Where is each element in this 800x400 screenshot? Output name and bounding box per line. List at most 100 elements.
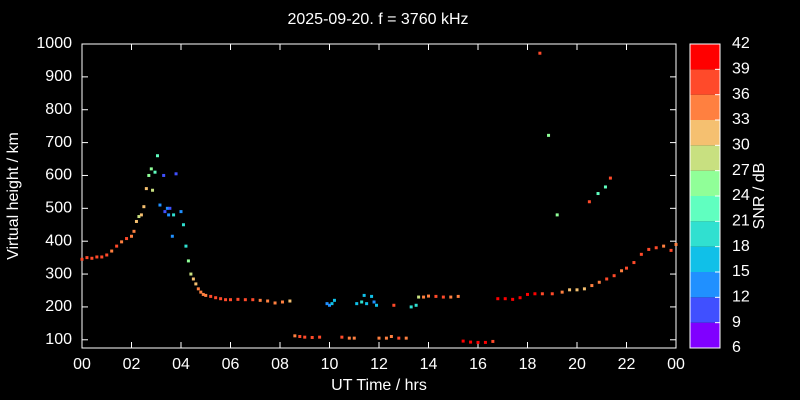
x-tick-label: 08 — [271, 356, 289, 373]
point — [608, 176, 612, 180]
point — [147, 173, 151, 177]
point — [251, 298, 255, 302]
point — [189, 272, 193, 276]
point — [219, 297, 223, 301]
point — [674, 242, 678, 246]
point — [533, 292, 537, 296]
x-tick-label: 00 — [667, 356, 685, 373]
point — [191, 277, 195, 281]
point — [196, 287, 200, 291]
colorbar-tick-label: 6 — [732, 339, 741, 356]
point — [625, 266, 628, 270]
point — [194, 282, 198, 286]
point — [555, 213, 559, 217]
colorbar-band — [690, 297, 720, 323]
point — [328, 303, 331, 307]
point — [181, 223, 185, 227]
point — [461, 339, 465, 343]
point — [587, 200, 591, 204]
point — [266, 299, 270, 303]
x-tick-label: 22 — [618, 356, 636, 373]
point — [377, 336, 381, 340]
point — [647, 247, 651, 251]
colorbar-band — [690, 196, 720, 222]
point — [422, 295, 426, 299]
point — [449, 295, 453, 299]
y-tick-label: 200 — [45, 298, 72, 315]
point — [209, 294, 213, 298]
colorbar-tick-label: 42 — [732, 35, 750, 52]
y-tick-label: 500 — [45, 200, 72, 217]
x-tick-label: 10 — [321, 356, 339, 373]
point — [375, 303, 379, 307]
point — [229, 298, 232, 302]
colorbar-band — [690, 94, 720, 120]
point — [151, 188, 155, 192]
colorbar-band — [690, 322, 720, 348]
point — [243, 298, 247, 302]
point — [409, 305, 413, 309]
colorbar-tick-label: 36 — [732, 86, 750, 103]
point — [612, 274, 616, 278]
point — [491, 339, 495, 343]
y-tick-label: 900 — [45, 68, 72, 85]
x-tick-label: 16 — [469, 356, 487, 373]
point — [325, 302, 329, 306]
y-axis-label: Virtual height / km — [5, 132, 22, 260]
point — [110, 249, 114, 253]
point — [155, 154, 159, 158]
point — [384, 336, 388, 340]
x-tick-label: 20 — [568, 356, 586, 373]
point — [165, 206, 169, 210]
point — [340, 335, 344, 339]
point — [469, 340, 473, 344]
point — [352, 336, 356, 340]
y-tick-label: 600 — [45, 167, 72, 184]
point — [130, 234, 133, 238]
point — [318, 335, 322, 339]
point — [669, 248, 673, 252]
colorbar-tick-label: 27 — [732, 162, 750, 179]
point — [441, 295, 445, 299]
point — [332, 298, 336, 302]
point — [427, 294, 430, 298]
colorbar-tick-label: 33 — [732, 111, 750, 128]
point — [184, 244, 188, 248]
point — [236, 297, 240, 301]
point — [372, 300, 376, 304]
colorbar-band — [690, 145, 720, 171]
point — [201, 292, 205, 296]
point — [303, 335, 307, 339]
point — [654, 246, 658, 250]
colorbar-tick-label: 39 — [732, 61, 750, 78]
colorbar-band — [690, 272, 720, 298]
point — [174, 172, 178, 176]
point — [639, 252, 643, 256]
point — [483, 340, 487, 344]
y-tick-label: 100 — [45, 331, 72, 348]
point — [603, 185, 607, 189]
point — [280, 300, 284, 304]
point — [414, 303, 418, 307]
point — [360, 300, 364, 304]
point — [298, 334, 302, 338]
colorbar-tick-label: 24 — [732, 187, 750, 204]
point — [397, 336, 401, 340]
point — [620, 269, 624, 273]
point — [149, 167, 153, 171]
point — [153, 170, 157, 174]
point — [370, 294, 374, 298]
x-tick-label: 14 — [420, 356, 438, 373]
point — [288, 299, 292, 303]
point — [496, 297, 500, 301]
colorbar-band — [690, 246, 720, 272]
point — [100, 255, 104, 259]
point — [605, 277, 609, 281]
point — [476, 340, 480, 344]
point — [139, 213, 143, 217]
point — [172, 213, 176, 217]
point — [582, 287, 586, 291]
